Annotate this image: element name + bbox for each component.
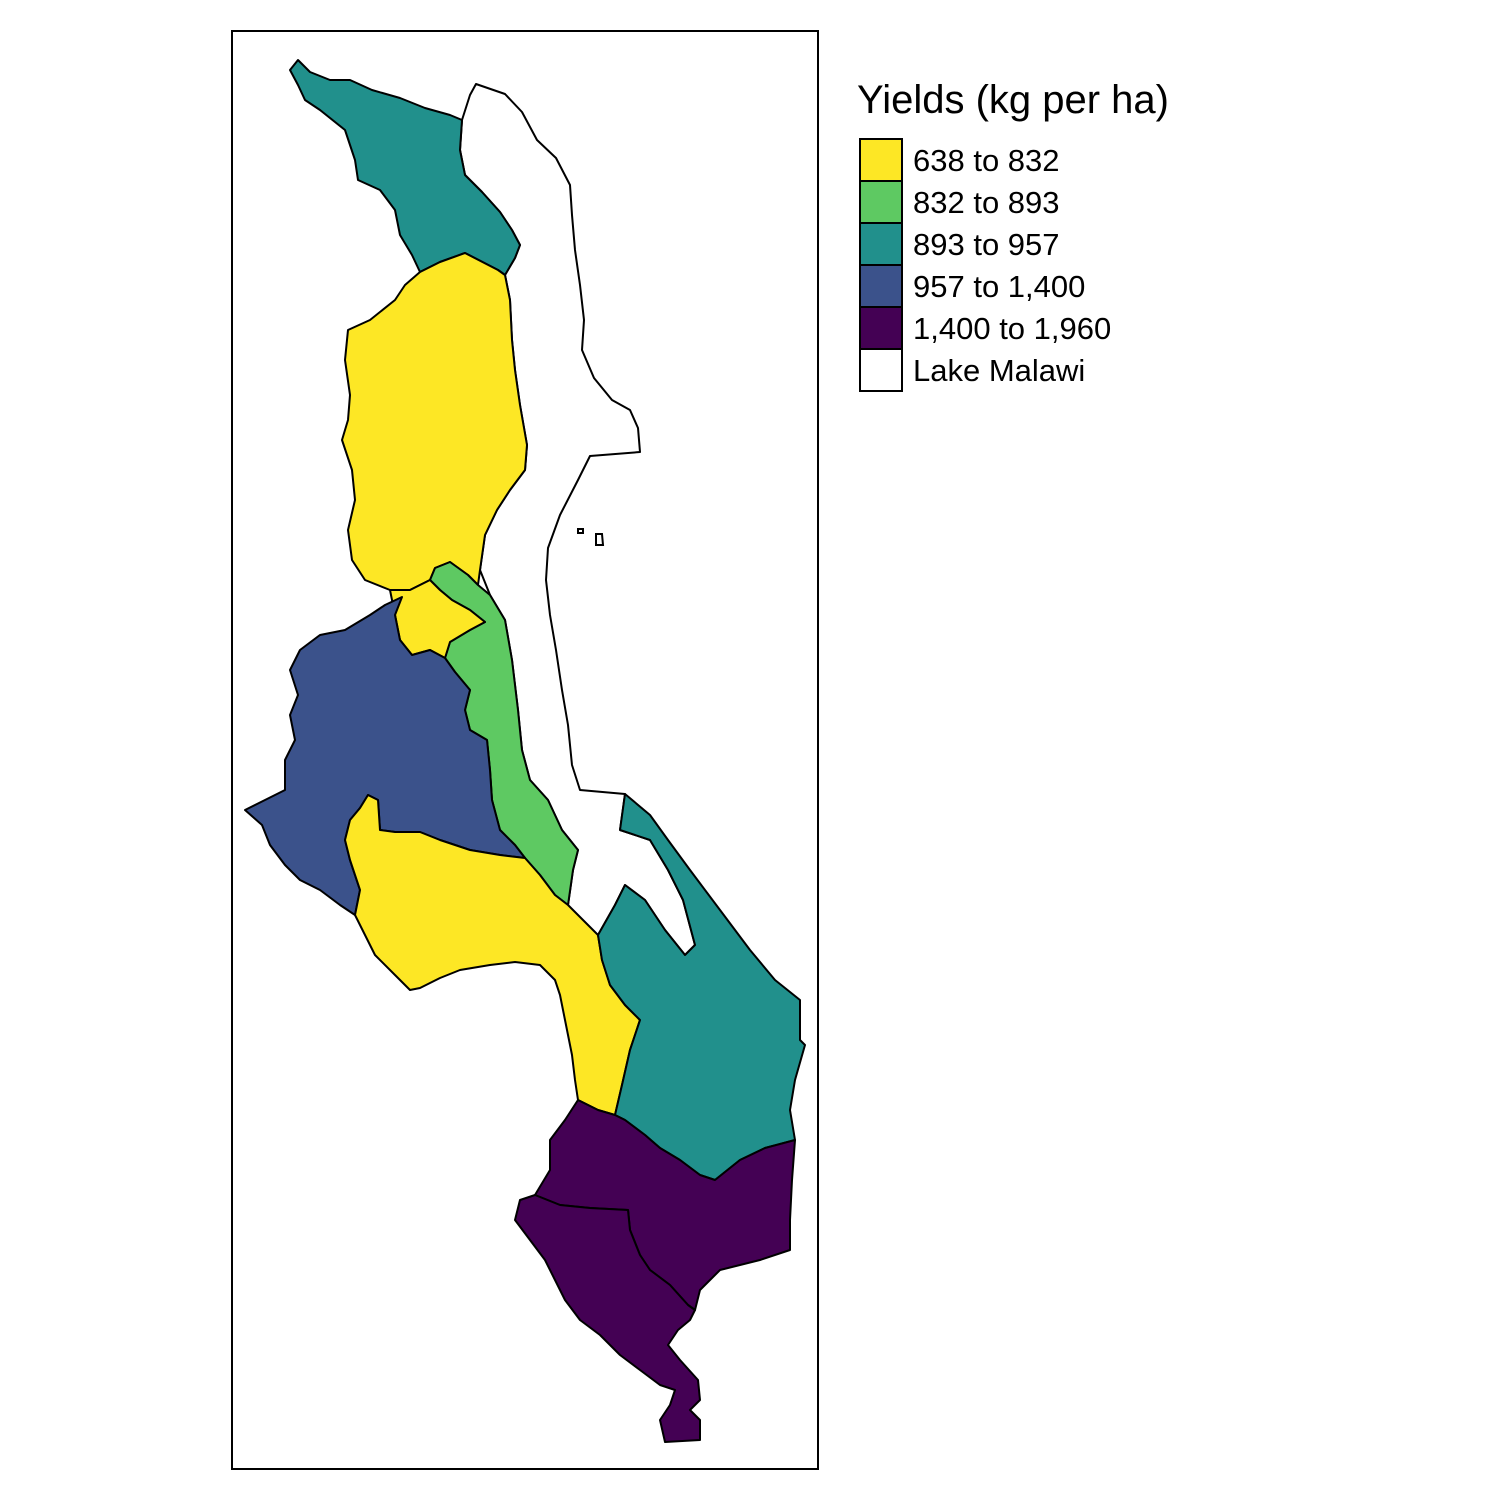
legend-swatch xyxy=(859,264,903,308)
legend-title: Yields (kg per ha) xyxy=(857,78,1169,122)
lake-island-a xyxy=(577,528,584,534)
legend-items: 638 to 832 832 to 893 893 to 957 957 to 1,4… xyxy=(859,138,1111,392)
legend-label: 957 to 1,400 xyxy=(913,269,1085,304)
legend-swatch xyxy=(859,138,903,182)
lake-island-b xyxy=(595,533,605,546)
legend-label: 638 to 832 xyxy=(913,143,1060,178)
legend-label: 832 to 893 xyxy=(913,185,1060,220)
south-central-region xyxy=(344,794,641,1116)
legend-swatch xyxy=(859,348,903,392)
legend-label: Lake Malawi xyxy=(913,353,1085,388)
legend-swatch xyxy=(859,306,903,350)
legend-label: 1,400 to 1,960 xyxy=(913,311,1111,346)
legend-swatch xyxy=(859,180,903,224)
legend-label: 893 to 957 xyxy=(913,227,1060,262)
legend: Yields (kg per ha) 638 to 832 832 to 893 8… xyxy=(857,78,1169,392)
south-region xyxy=(514,1194,701,1443)
legend-swatch xyxy=(859,222,903,266)
